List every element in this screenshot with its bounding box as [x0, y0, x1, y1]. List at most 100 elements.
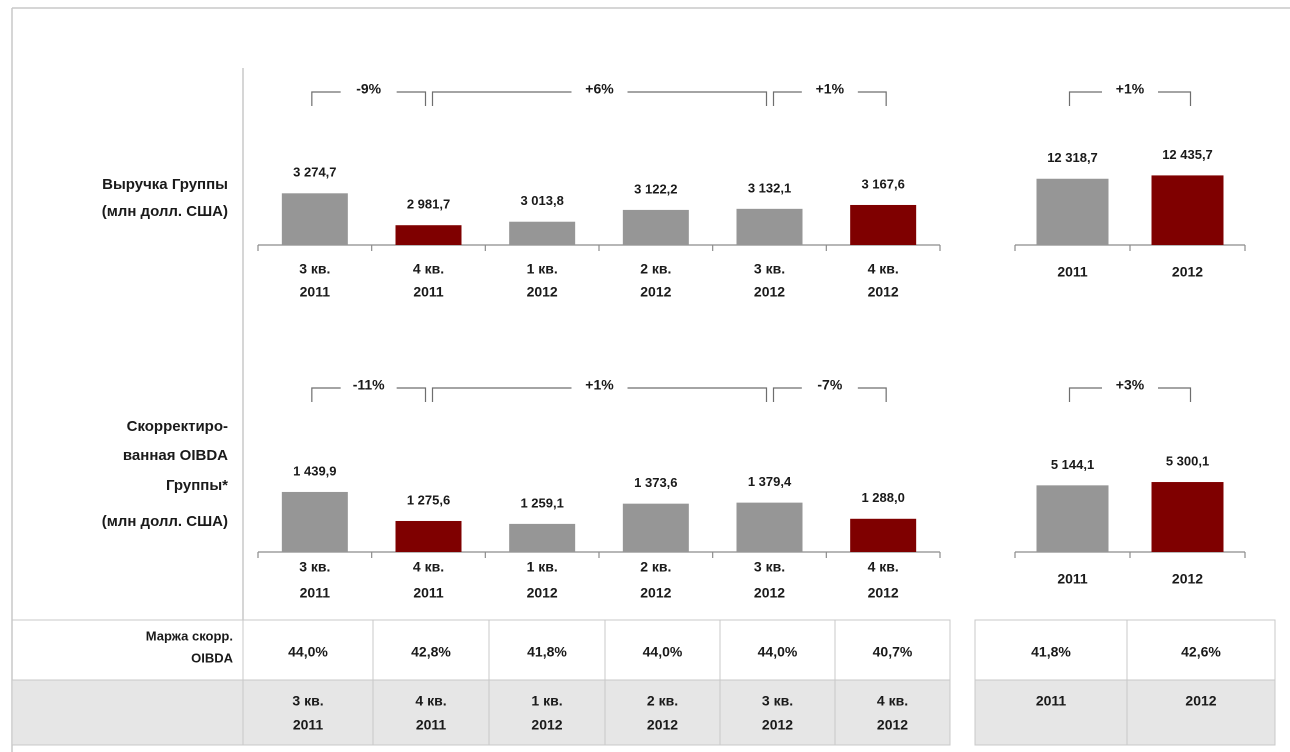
value-label: 12 435,7 [1162, 147, 1213, 162]
x-tick-label: 2012 [868, 585, 899, 601]
bar [850, 518, 917, 552]
x-tick-label: 2012 [1172, 264, 1203, 280]
column-label: 2012 [762, 717, 793, 733]
bar [736, 208, 803, 245]
bar [1036, 178, 1109, 245]
bracket [431, 91, 768, 106]
x-tick-label: 2 кв. [640, 261, 671, 277]
bar [395, 520, 462, 552]
table-border [974, 619, 1276, 746]
value-label: 12 318,7 [1047, 150, 1098, 165]
bracket [431, 387, 768, 402]
row-label: Маржа скорр. [146, 628, 233, 643]
x-tick-label: 4 кв. [868, 261, 899, 277]
row-title: Скорректиро- [127, 418, 228, 435]
table-border [11, 619, 951, 746]
x-tick-label: 4 кв. [413, 261, 444, 277]
x-tick-label: 2011 [300, 284, 331, 300]
row-title: ванная OIBDA [123, 447, 228, 464]
x-tick-label: 2012 [640, 284, 671, 300]
x-tick-label: 2012 [868, 284, 899, 300]
row-title: Выручка Группы [102, 176, 228, 193]
column-label: 4 кв. [877, 693, 908, 709]
margin-value: 41,8% [1031, 644, 1071, 660]
column-label: 2012 [877, 717, 908, 733]
x-tick-label: 2012 [754, 284, 785, 300]
column-label: 2011 [1036, 693, 1067, 709]
bar [1151, 175, 1224, 245]
bar [1036, 485, 1109, 552]
column-label: 2 кв. [647, 693, 678, 709]
bracket [1068, 91, 1192, 106]
value-label: 2 981,7 [407, 197, 450, 212]
bar [395, 225, 462, 245]
x-tick-label: 2011 [413, 585, 444, 601]
bracket [311, 387, 427, 402]
value-label: 1 439,9 [293, 463, 336, 478]
margin-value: 44,0% [758, 644, 798, 660]
bar [509, 221, 576, 245]
column-label: 2012 [531, 717, 562, 733]
bar [281, 491, 348, 552]
change-label: +1% [585, 377, 614, 393]
value-label: 1 288,0 [861, 490, 904, 505]
change-label: +1% [1116, 81, 1145, 97]
table-band [12, 680, 950, 745]
column-label: 2011 [293, 717, 324, 733]
x-tick-label: 2011 [413, 284, 444, 300]
value-label: 5 144,1 [1051, 457, 1094, 472]
value-label: 3 132,1 [748, 180, 791, 195]
value-label: 3 167,6 [861, 176, 904, 191]
bar [850, 204, 917, 245]
table-band [975, 680, 1275, 745]
value-label: 1 259,1 [520, 495, 563, 510]
row-title: Группы* [166, 477, 228, 494]
bar [509, 523, 576, 552]
margin-value: 44,0% [288, 644, 328, 660]
x-tick-label: 3 кв. [299, 559, 330, 575]
bracket [1068, 387, 1192, 402]
row-label: OIBDA [191, 650, 234, 665]
row-title: (млн долл. США) [102, 513, 228, 530]
x-tick-label: 4 кв. [868, 559, 899, 575]
row-title: (млн долл. США) [102, 203, 228, 220]
bar [736, 502, 803, 552]
value-label: 3 013,8 [520, 193, 563, 208]
value-label: 1 373,6 [634, 475, 677, 490]
x-tick-label: 3 кв. [754, 261, 785, 277]
bracket [772, 91, 887, 106]
x-tick-label: 2012 [527, 585, 558, 601]
x-tick-label: 2012 [640, 585, 671, 601]
x-tick-label: 2011 [1057, 264, 1088, 280]
value-label: 5 300,1 [1166, 453, 1209, 468]
change-label: +1% [816, 81, 845, 97]
margin-value: 42,6% [1181, 644, 1221, 660]
column-label: 2012 [1185, 693, 1216, 709]
x-tick-label: 2011 [300, 585, 331, 601]
margin-value: 40,7% [873, 644, 913, 660]
value-label: 1 379,4 [748, 474, 792, 489]
x-tick-label: 4 кв. [413, 559, 444, 575]
change-label: -11% [353, 377, 385, 393]
bar [1151, 482, 1224, 552]
column-label: 4 кв. [415, 693, 446, 709]
margin-value: 41,8% [527, 644, 567, 660]
change-label: -9% [356, 81, 381, 97]
change-label: +3% [1116, 377, 1145, 393]
x-tick-label: 2012 [1172, 571, 1203, 587]
column-label: 2012 [647, 717, 678, 733]
x-tick-label: 1 кв. [527, 261, 558, 277]
column-label: 3 кв. [762, 693, 793, 709]
margin-value: 44,0% [643, 644, 683, 660]
bracket [772, 387, 887, 402]
bar [622, 503, 689, 552]
change-label: -7% [817, 377, 842, 393]
bracket [311, 91, 427, 106]
value-label: 3 122,2 [634, 181, 677, 196]
bar [622, 209, 689, 245]
x-tick-label: 2012 [754, 585, 785, 601]
x-tick-label: 3 кв. [299, 261, 330, 277]
x-tick-label: 1 кв. [527, 559, 558, 575]
column-label: 3 кв. [292, 693, 323, 709]
